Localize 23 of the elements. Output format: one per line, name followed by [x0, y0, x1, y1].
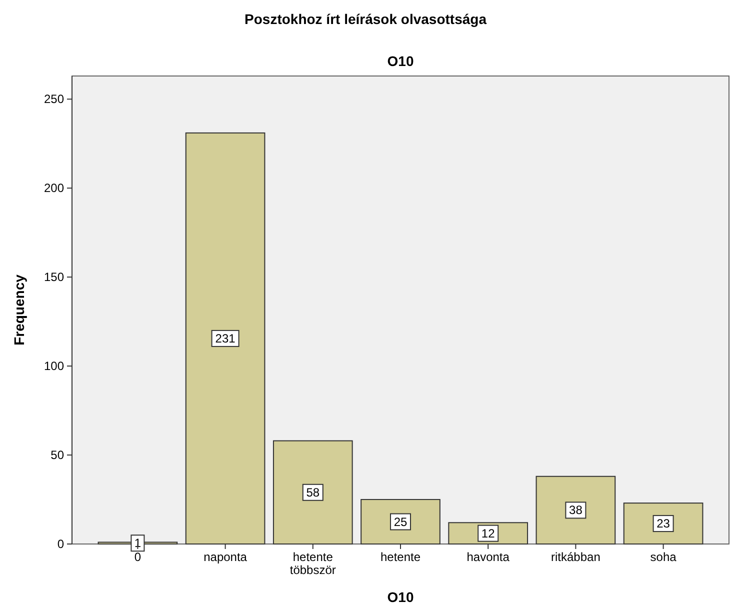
x-tick-label: havonta	[466, 550, 510, 564]
x-tick-label: ritkábban	[551, 550, 600, 564]
data-label: 12	[481, 526, 496, 540]
data-label: 58	[306, 485, 320, 500]
y-tick-label: 0	[57, 537, 64, 551]
x-tick-label: soha	[650, 550, 677, 564]
x-tick-label: naponta	[204, 550, 248, 564]
y-axis-title: Frequency	[11, 274, 27, 346]
x-tick-label: hetente többször	[290, 550, 336, 577]
x-axis-title: O10	[387, 589, 414, 605]
y-tick-label: 200	[44, 181, 64, 196]
chart-subtitle: O10	[387, 53, 414, 69]
data-label: 231	[215, 331, 236, 346]
y-tick-label: 100	[44, 359, 64, 374]
data-label: 23	[656, 516, 670, 531]
data-label: 38	[569, 503, 583, 518]
chart-title: Posztokhoz írt leírások olvasottsága	[244, 11, 487, 27]
data-label: 25	[394, 514, 408, 529]
x-tick-label: hetente	[380, 550, 421, 564]
y-tick-label: 50	[50, 448, 64, 462]
y-tick-label: 250	[44, 92, 64, 106]
x-tick-label: 0	[134, 550, 142, 564]
y-tick-label: 150	[44, 270, 64, 284]
